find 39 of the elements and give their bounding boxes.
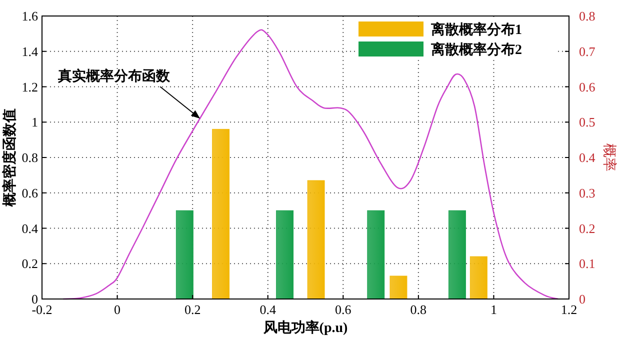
- legend-label: 离散概率分布1: [430, 21, 522, 38]
- x-tick-label: 0.6: [335, 302, 352, 317]
- y2-tick-label: 0.2: [579, 220, 596, 236]
- y-tick-label: 1.4: [22, 44, 38, 59]
- y-tick-label: 0.2: [22, 256, 38, 272]
- y-tick-label: 1: [32, 114, 38, 130]
- bar: [212, 128, 230, 300]
- y-tick-label: 0.6: [22, 185, 38, 200]
- x-tick-label: 0.4: [260, 302, 276, 317]
- bar: [176, 210, 194, 300]
- y-axis-title: 概率密度函数值: [1, 108, 18, 208]
- y2-tick-label: 0.4: [579, 150, 596, 165]
- y-tick-label: 1.2: [22, 79, 38, 94]
- x-tick-label: 1: [490, 302, 497, 317]
- bar: [367, 210, 385, 300]
- x-tick-label: 0.8: [410, 302, 427, 317]
- y2-tick-label: 0.8: [579, 8, 596, 24]
- y2-tick-label: 0.3: [579, 185, 596, 200]
- y2-tick-label: 0.1: [579, 256, 596, 272]
- y2-tick-label: 0.6: [579, 79, 596, 94]
- x-tick-label: 0: [114, 302, 121, 317]
- bar: [276, 210, 294, 300]
- y2-tick-label: 0.7: [579, 44, 596, 59]
- legend-label: 离散概率分布2: [430, 41, 522, 58]
- y-tick-label: 0: [32, 292, 38, 306]
- x-tick-label: 1.2: [560, 302, 578, 317]
- y2-axis-title: 概率: [601, 144, 617, 172]
- x-axis-title: 风电功率(p.u): [262, 319, 348, 336]
- bar: [470, 256, 488, 300]
- bar: [307, 180, 325, 300]
- y-tick-label: 0.8: [22, 150, 38, 165]
- bar: [448, 210, 466, 300]
- y2-tick-label: 0.5: [579, 114, 596, 130]
- bar: [390, 276, 408, 300]
- x-tick-label: 0.2: [184, 302, 201, 317]
- y2-tick-label: 0: [579, 292, 586, 306]
- y-tick-label: 1.6: [22, 8, 38, 24]
- y-tick-label: 0.4: [22, 220, 38, 236]
- annotation: 真实概率分布函数: [57, 68, 172, 85]
